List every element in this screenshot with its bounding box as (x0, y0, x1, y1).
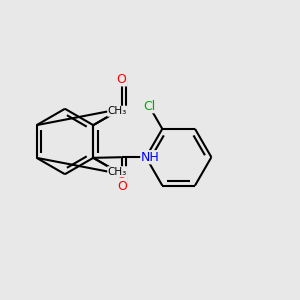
Text: O: O (117, 168, 127, 181)
Text: Cl: Cl (143, 100, 155, 113)
Text: O: O (117, 180, 127, 193)
Text: NH: NH (141, 151, 160, 164)
Text: CH₃: CH₃ (108, 167, 127, 177)
Text: O: O (117, 73, 127, 86)
Text: CH₃: CH₃ (108, 106, 127, 116)
